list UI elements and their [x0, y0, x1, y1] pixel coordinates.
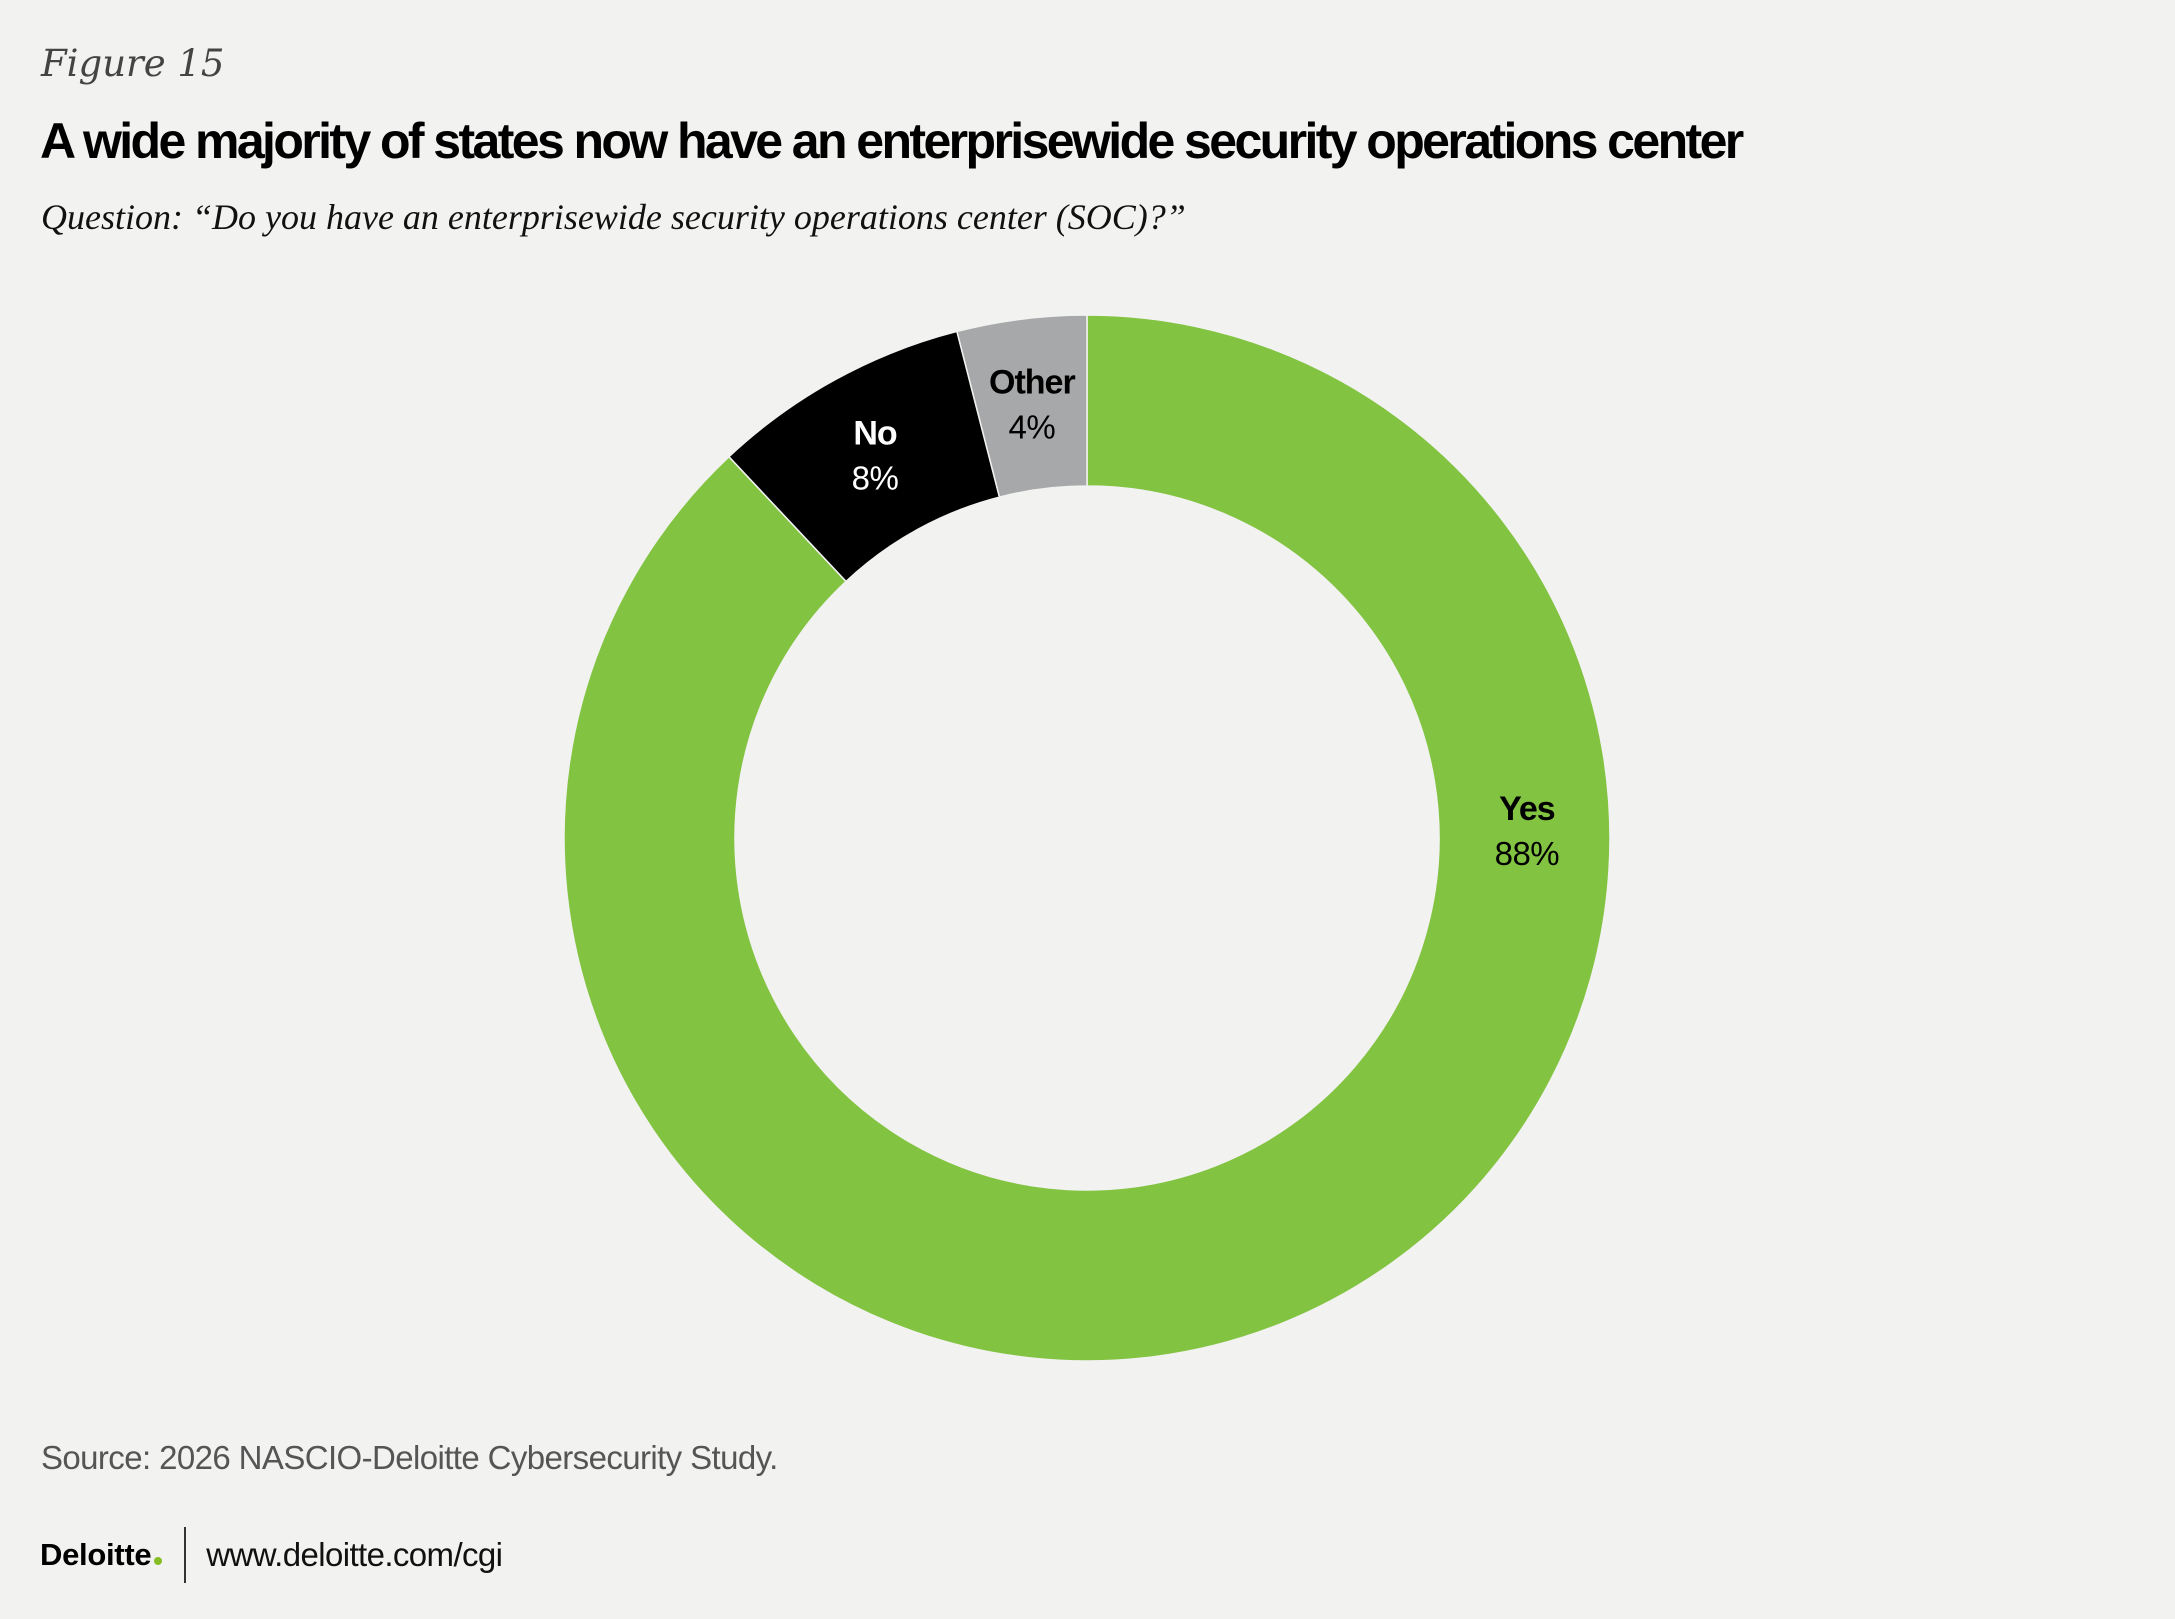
chart-title: A wide majority of states now have an en…: [40, 113, 1744, 169]
slice-other: [956, 314, 1088, 498]
slice-value-no: 8%: [852, 459, 899, 496]
slice-label-no: No: [853, 414, 897, 452]
donut-labels: Yes 88% No 8% Other 4%: [852, 363, 1560, 872]
figure-label: Figure 15: [41, 42, 225, 85]
footer: Deloitte www.deloitte.com/cgi: [40, 1525, 503, 1585]
slice-yes: [563, 314, 1611, 1362]
brand-name: Deloitte: [40, 1537, 152, 1572]
deloitte-logo: Deloitte: [40, 1537, 163, 1573]
footer-url-link[interactable]: www.deloitte.com/cgi: [206, 1536, 503, 1573]
donut-slices: [563, 314, 1611, 1362]
slice-value-other: 4%: [1009, 408, 1056, 445]
slice-value-yes: 88%: [1495, 835, 1560, 872]
source-note: Source: 2026 NASCIO-Deloitte Cybersecuri…: [41, 1439, 778, 1476]
slice-label-other: Other: [989, 363, 1075, 401]
survey-question: Question: “Do you have an enterprisewide…: [41, 197, 1186, 237]
footer-divider: [184, 1527, 187, 1583]
brand-dot-icon: [154, 1557, 163, 1565]
slice-label-yes: Yes: [1499, 790, 1555, 828]
